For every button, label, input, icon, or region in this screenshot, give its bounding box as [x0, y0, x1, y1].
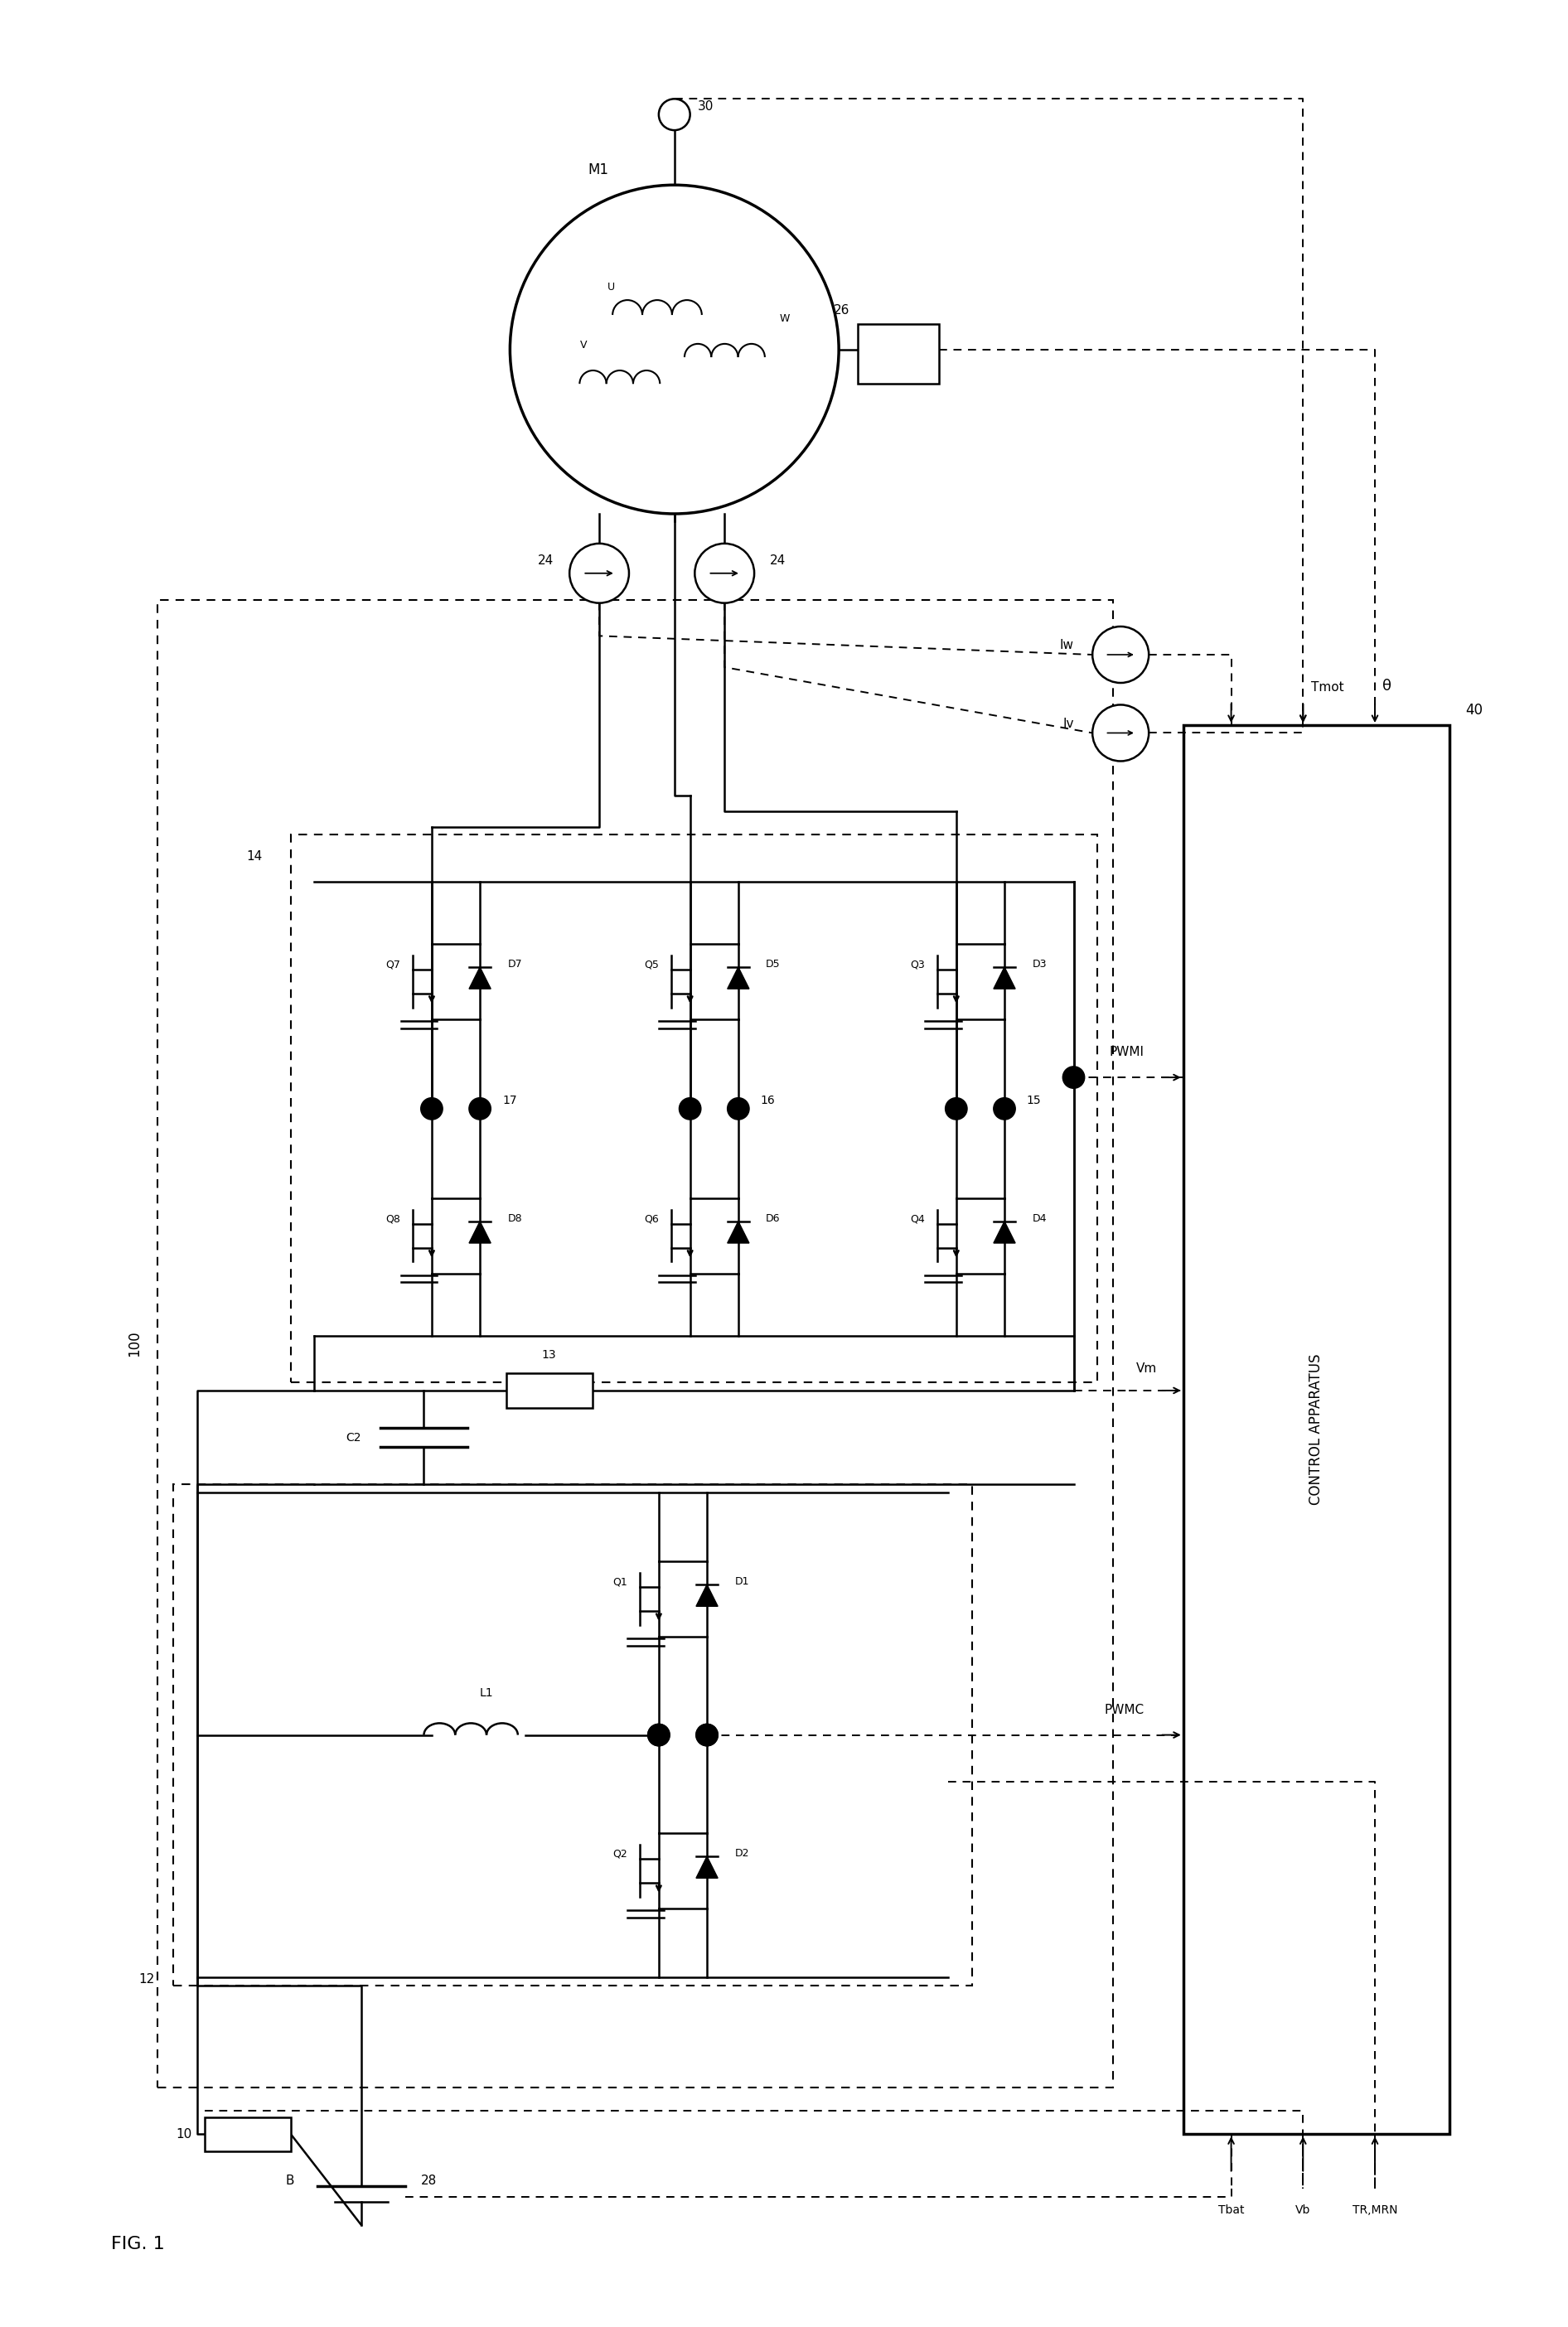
Text: Tmot: Tmot	[1311, 682, 1344, 693]
Text: 28: 28	[420, 2176, 437, 2187]
Circle shape	[469, 1098, 491, 1119]
Bar	[506, 1373, 593, 1408]
Text: M1: M1	[588, 163, 608, 177]
Polygon shape	[994, 968, 1016, 989]
Text: Q8: Q8	[386, 1212, 401, 1224]
Text: B: B	[285, 2176, 293, 2187]
Polygon shape	[469, 968, 491, 989]
Circle shape	[679, 1098, 701, 1119]
Circle shape	[1093, 705, 1149, 761]
Text: 40: 40	[1465, 703, 1482, 717]
Text: D7: D7	[508, 959, 522, 970]
Polygon shape	[696, 1857, 718, 1878]
Text: D3: D3	[1032, 959, 1046, 970]
Circle shape	[696, 1724, 718, 1745]
Text: U: U	[607, 282, 615, 293]
Text: D8: D8	[508, 1212, 522, 1224]
Text: Iv: Iv	[1063, 717, 1074, 731]
Text: 16: 16	[760, 1096, 775, 1108]
Text: D1: D1	[734, 1575, 750, 1587]
Text: W: W	[779, 314, 790, 323]
Polygon shape	[696, 1585, 718, 1606]
Text: Q2: Q2	[613, 1848, 627, 1859]
Text: CONTROL APPARATUS: CONTROL APPARATUS	[1309, 1354, 1323, 1506]
Text: Tbat: Tbat	[1218, 2204, 1245, 2215]
Text: 10: 10	[176, 2127, 193, 2141]
Circle shape	[695, 545, 754, 603]
Text: Q6: Q6	[644, 1212, 659, 1224]
Text: Q4: Q4	[911, 1212, 925, 1224]
Text: C2: C2	[347, 1431, 361, 1443]
Text: D2: D2	[734, 1848, 750, 1859]
Circle shape	[510, 186, 839, 514]
Text: TR,MRN: TR,MRN	[1352, 2204, 1397, 2215]
Text: Vb: Vb	[1295, 2204, 1311, 2215]
Text: 14: 14	[246, 849, 262, 863]
Text: FIG. 1: FIG. 1	[111, 2236, 165, 2253]
Text: 17: 17	[502, 1096, 517, 1108]
Circle shape	[696, 1724, 718, 1745]
Text: Vm: Vm	[1137, 1361, 1157, 1375]
Text: Q3: Q3	[911, 959, 925, 970]
Bar	[205, 2118, 290, 2152]
Circle shape	[648, 1724, 670, 1745]
Text: 24: 24	[770, 554, 786, 568]
Bar	[858, 323, 939, 384]
Polygon shape	[469, 1222, 491, 1243]
Circle shape	[1063, 1066, 1085, 1089]
Circle shape	[648, 1724, 670, 1745]
Text: 100: 100	[127, 1331, 143, 1357]
Text: D4: D4	[1032, 1212, 1046, 1224]
Polygon shape	[994, 1222, 1016, 1243]
Text: V: V	[580, 340, 586, 351]
Text: 15: 15	[1027, 1096, 1041, 1108]
Text: 30: 30	[698, 100, 713, 114]
Circle shape	[994, 1098, 1016, 1119]
Text: 24: 24	[538, 554, 554, 568]
Bar	[290, 835, 1098, 1382]
Circle shape	[728, 1098, 750, 1119]
Text: PWMI: PWMI	[1109, 1047, 1145, 1059]
Polygon shape	[728, 1222, 750, 1243]
Circle shape	[420, 1098, 442, 1119]
Text: θ: θ	[1383, 679, 1392, 693]
Text: 12: 12	[138, 1973, 155, 1985]
Bar	[174, 1485, 972, 1985]
Circle shape	[1093, 626, 1149, 682]
Text: 13: 13	[543, 1350, 557, 1361]
Text: PWMC: PWMC	[1104, 1703, 1145, 1715]
Circle shape	[946, 1098, 967, 1119]
Text: Q7: Q7	[386, 959, 401, 970]
Text: Iw: Iw	[1060, 640, 1074, 652]
Text: 26: 26	[834, 305, 850, 316]
Text: Q1: Q1	[613, 1575, 627, 1587]
Text: D5: D5	[765, 959, 781, 970]
Text: D6: D6	[765, 1212, 781, 1224]
Text: L1: L1	[480, 1687, 494, 1699]
Circle shape	[569, 545, 629, 603]
Polygon shape	[728, 968, 750, 989]
Text: Q5: Q5	[644, 959, 659, 970]
Bar	[158, 600, 1113, 2087]
Bar	[1184, 726, 1449, 2134]
